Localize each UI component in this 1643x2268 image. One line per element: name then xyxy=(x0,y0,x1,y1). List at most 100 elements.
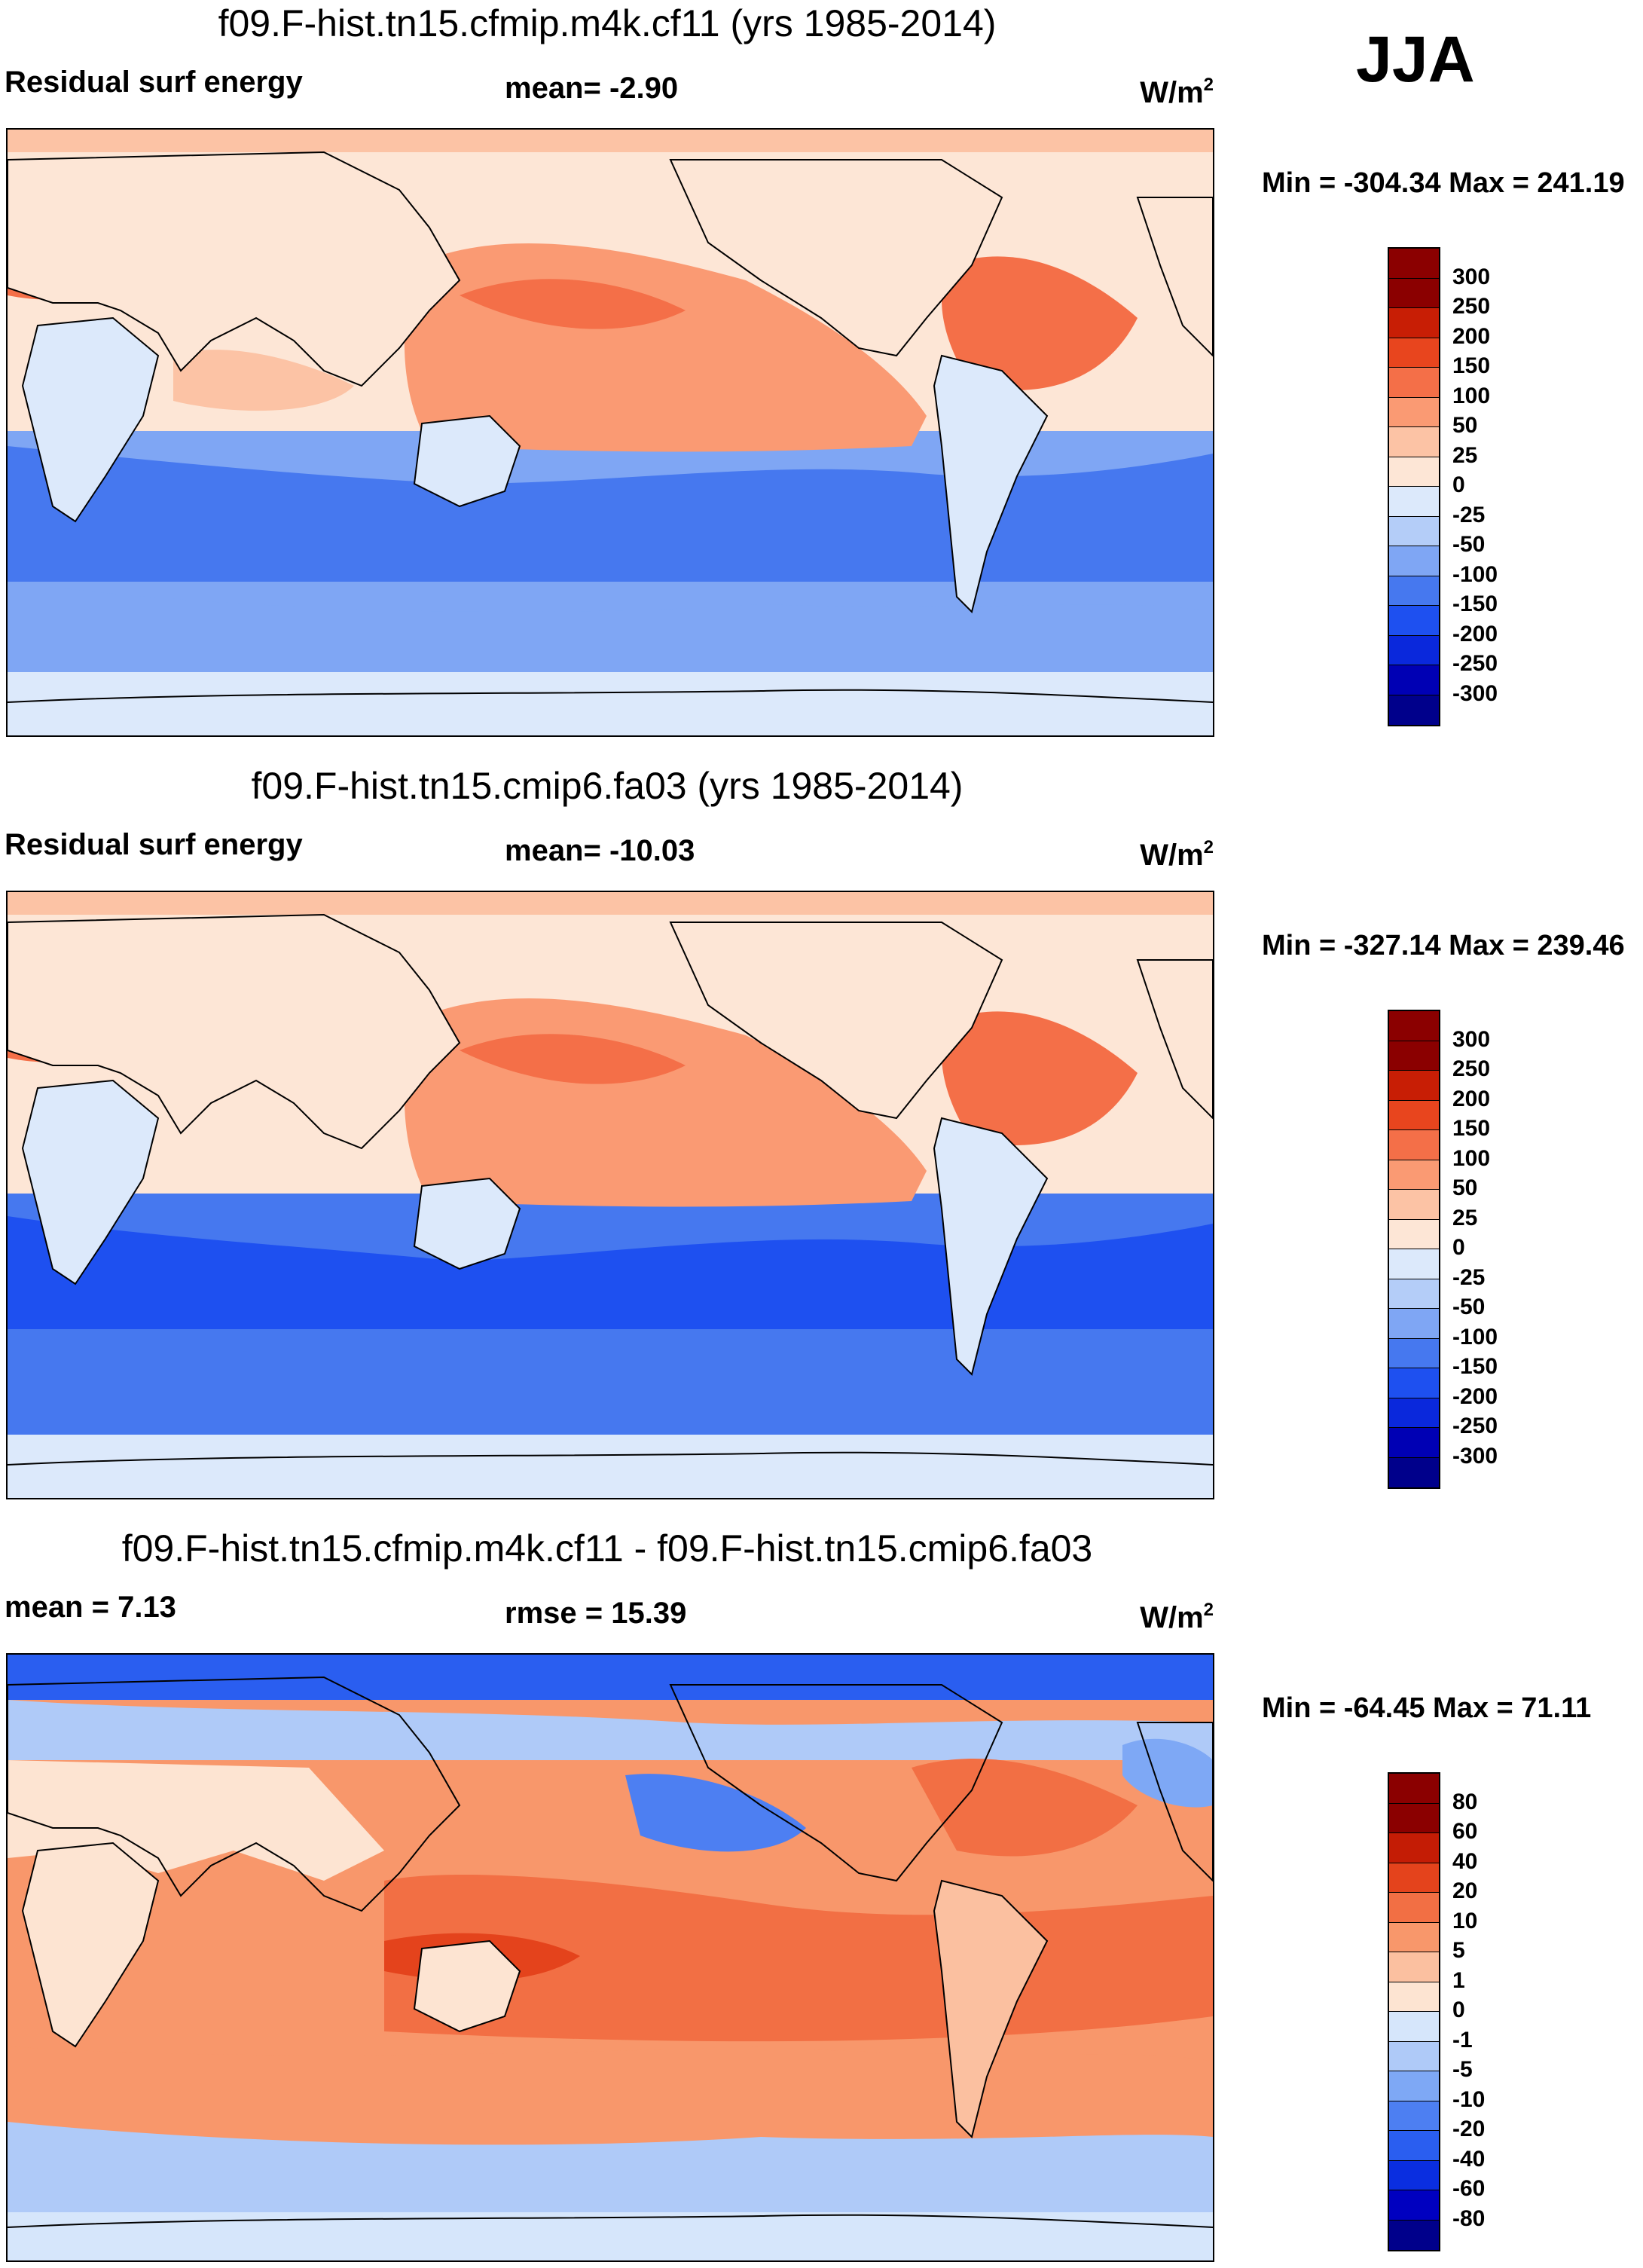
units-label: W/m2 xyxy=(1140,837,1214,872)
colorbar-tick-label: -250 xyxy=(1452,651,1498,676)
colorbar-tick-label: -100 xyxy=(1452,1324,1498,1349)
mean-label: mean= -2.90 xyxy=(505,72,679,105)
colorbar-tick-label: -200 xyxy=(1452,1383,1498,1409)
colorbar-tick-label: 50 xyxy=(1452,1175,1478,1200)
map-plot xyxy=(6,1653,1214,2262)
colorbar-segment xyxy=(1389,1428,1439,1458)
colorbar-tick-label: 25 xyxy=(1452,442,1478,468)
colorbar-segment xyxy=(1389,1190,1439,1220)
rmse-label: rmse = 15.39 xyxy=(505,1597,687,1630)
colorbar-tick-label: 150 xyxy=(1452,1116,1491,1141)
colorbar-tick-label: -50 xyxy=(1452,532,1486,557)
panel-title: f09.F-hist.tn15.cfmip.m4k.cf11 (yrs 1985… xyxy=(218,2,997,44)
colorbar-segment xyxy=(1389,1279,1439,1309)
panel-title: f09.F-hist.tn15.cmip6.fa03 (yrs 1985-201… xyxy=(251,765,964,807)
colorbar-tick-label: 100 xyxy=(1452,383,1491,408)
colorbar-tick-label: 50 xyxy=(1452,413,1478,438)
colorbar-segment xyxy=(1389,427,1439,457)
colorbar-tick-label: -250 xyxy=(1452,1414,1498,1438)
world-map xyxy=(8,130,1213,735)
colorbar-segment xyxy=(1389,1100,1439,1130)
colorbar-segment xyxy=(1389,606,1439,636)
world-map xyxy=(8,892,1213,1498)
colorbar-segment xyxy=(1389,2160,1439,2190)
colorbar-segment xyxy=(1389,1457,1439,1487)
colorbar-segment xyxy=(1389,1130,1439,1160)
colorbar-tick-label: 0 xyxy=(1452,472,1465,497)
colorbar-tick-label: -300 xyxy=(1452,1443,1498,1469)
colorbar-tick-label: -25 xyxy=(1452,502,1486,527)
colorbar-tick-label: 150 xyxy=(1452,353,1491,378)
colorbar-segment xyxy=(1389,1833,1439,1863)
colorbar-segment xyxy=(1389,1071,1439,1101)
min-max-label: Min = -327.14 Max = 239.46 xyxy=(1262,930,1625,961)
colorbar-segment xyxy=(1389,2131,1439,2161)
colorbar-tick-label: 200 xyxy=(1452,323,1491,349)
colorbar-segment xyxy=(1389,1982,1439,2012)
world-map xyxy=(8,1655,1213,2260)
colorbar-tick-label: -60 xyxy=(1452,2176,1486,2201)
colorbar-tick-label: 250 xyxy=(1452,294,1491,319)
colorbar-segment xyxy=(1389,546,1439,576)
colorbar-segment xyxy=(1389,487,1439,517)
colorbar-segment xyxy=(1389,1041,1439,1071)
colorbar-segment xyxy=(1389,278,1439,308)
colorbar-segment xyxy=(1389,1219,1439,1249)
colorbar-segment xyxy=(1389,695,1439,725)
colorbar-segment xyxy=(1389,1863,1439,1893)
colorbar-tick-label: 5 xyxy=(1452,1938,1465,1963)
variable-label: Residual surf energy xyxy=(5,66,303,99)
colorbar-segment xyxy=(1389,397,1439,427)
colorbar-segment xyxy=(1389,249,1439,279)
colorbar-segment xyxy=(1389,1774,1439,1804)
units-label: W/m2 xyxy=(1140,1600,1214,1634)
colorbar-segment xyxy=(1389,338,1439,368)
colorbar-tick-label: 300 xyxy=(1452,264,1491,289)
colorbar-tick-label: -40 xyxy=(1452,2146,1486,2172)
colorbar-segment xyxy=(1389,1011,1439,1041)
min-max-label: Min = -304.34 Max = 241.19 xyxy=(1262,167,1625,199)
colorbar-segment xyxy=(1389,457,1439,487)
colorbar-tick-label: -10 xyxy=(1452,2086,1486,2112)
colorbar-segment xyxy=(1389,2041,1439,2071)
units-label: W/m2 xyxy=(1140,75,1214,109)
colorbar-segment xyxy=(1389,1368,1439,1398)
colorbar-segment xyxy=(1389,2101,1439,2131)
colorbar-segment xyxy=(1389,516,1439,546)
map-plot xyxy=(6,128,1214,737)
colorbar-tick-label: -150 xyxy=(1452,591,1498,616)
colorbar-tick-label: 25 xyxy=(1452,1205,1478,1230)
colorbar-segment xyxy=(1389,1398,1439,1428)
colorbar-tick-label: -100 xyxy=(1452,561,1498,587)
colorbar-segment xyxy=(1389,2190,1439,2221)
colorbar xyxy=(1388,1010,1440,1489)
colorbar-segment xyxy=(1389,1803,1439,1833)
colorbar-segment xyxy=(1389,1952,1439,1982)
colorbar-tick-label: 1 xyxy=(1452,1967,1465,1993)
colorbar-segment xyxy=(1389,2012,1439,2042)
colorbar-segment xyxy=(1389,368,1439,398)
colorbar-tick-label: -1 xyxy=(1452,2027,1473,2053)
min-max-label: Min = -64.45 Max = 71.11 xyxy=(1262,1692,1592,1724)
colorbar-tick-label: -25 xyxy=(1452,1264,1486,1290)
mean-label: mean= -10.03 xyxy=(505,834,695,867)
colorbar-segment xyxy=(1389,1338,1439,1368)
colorbar-tick-label: 80 xyxy=(1452,1789,1478,1814)
colorbar-segment xyxy=(1389,635,1439,665)
colorbar-tick-label: 0 xyxy=(1452,1235,1465,1260)
colorbar-tick-label: -200 xyxy=(1452,621,1498,646)
colorbar xyxy=(1388,1772,1440,2251)
colorbar-segment xyxy=(1389,308,1439,338)
colorbar-tick-label: 60 xyxy=(1452,1819,1478,1844)
map-plot xyxy=(6,891,1214,1499)
colorbar-tick-label: -150 xyxy=(1452,1354,1498,1379)
colorbar-segment xyxy=(1389,1160,1439,1190)
mean-label: mean = 7.13 xyxy=(5,1591,176,1624)
colorbar-tick-label: -80 xyxy=(1452,2205,1486,2231)
colorbar-tick-label: 40 xyxy=(1452,1848,1478,1874)
colorbar-segment xyxy=(1389,1309,1439,1339)
colorbar-segment xyxy=(1389,665,1439,695)
colorbar-tick-label: 10 xyxy=(1452,1908,1478,1933)
colorbar-tick-label: 200 xyxy=(1452,1086,1491,1111)
colorbar-tick-label: -5 xyxy=(1452,2057,1473,2082)
